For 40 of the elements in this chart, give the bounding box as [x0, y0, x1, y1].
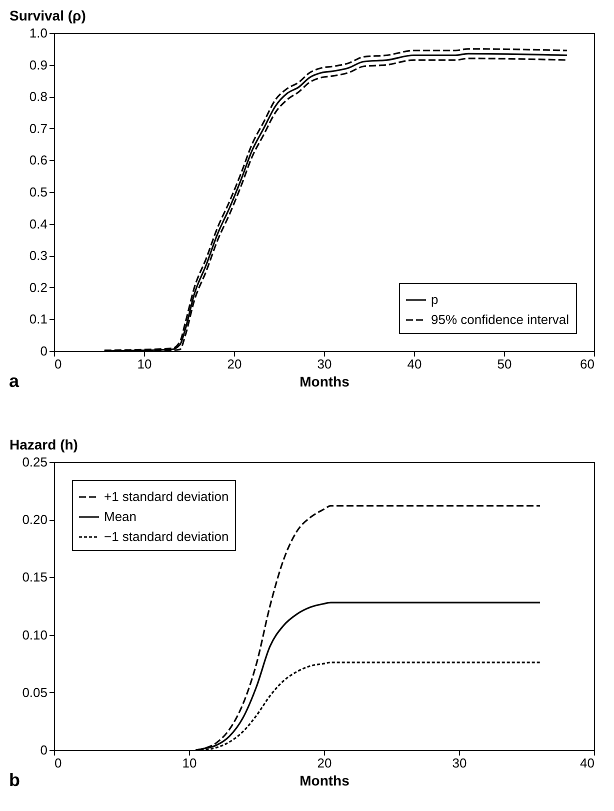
x-tick-label: 10	[137, 356, 152, 372]
y-axis-title: Survival (ρ)	[10, 8, 86, 24]
x-tick-label: 50	[497, 356, 512, 372]
x-tick-label: 30	[317, 356, 332, 372]
legend-label: +1 standard deviation	[104, 489, 229, 504]
x-tick-label: 30	[452, 756, 467, 770]
y-tick-label: 0.6	[29, 152, 48, 168]
x-tick-label: 0	[54, 756, 62, 770]
y-tick-label: 0.3	[29, 248, 48, 264]
x-tick-label: 40	[407, 356, 422, 372]
x-tick-label: 10	[182, 756, 197, 770]
x-tick-label: 40	[580, 756, 594, 770]
y-tick-label: 0	[40, 344, 48, 358]
y-tick-label: 0.25	[22, 454, 48, 470]
y-tick-label: 1.0	[29, 26, 48, 40]
x-tick-label: 0	[54, 356, 62, 372]
y-tick-label: 0.5	[29, 184, 48, 200]
legend-label: 95% confidence interval	[431, 312, 570, 327]
y-tick-label: 0.8	[29, 89, 48, 104]
y-tick-label: 0.1	[29, 312, 48, 327]
x-tick-label: 20	[317, 756, 332, 770]
y-tick-label: 0.10	[22, 627, 48, 642]
text: a	[9, 371, 20, 391]
x-tick-label: 20	[227, 356, 242, 372]
x-axis-title: Months	[300, 374, 350, 390]
legend-label: p	[431, 292, 438, 307]
x-tick-label: 60	[580, 356, 594, 372]
y-tick-label: 0.15	[22, 570, 48, 585]
y-tick-label: 0	[40, 742, 48, 758]
text: b	[9, 770, 20, 790]
legend-label: −1 standard deviation	[104, 529, 229, 544]
y-tick-label: 0.9	[29, 57, 48, 72]
y-tick-label: 0.20	[22, 512, 48, 528]
y-axis-title: Hazard (h)	[10, 436, 78, 452]
y-tick-label: 0.7	[29, 120, 48, 136]
y-tick-label: 0.2	[29, 280, 48, 295]
y-tick-label: 0.05	[22, 684, 48, 700]
y-tick-label: 0.4	[29, 216, 48, 232]
x-axis-title: Months	[300, 772, 350, 788]
legend-label: Mean	[104, 509, 137, 524]
